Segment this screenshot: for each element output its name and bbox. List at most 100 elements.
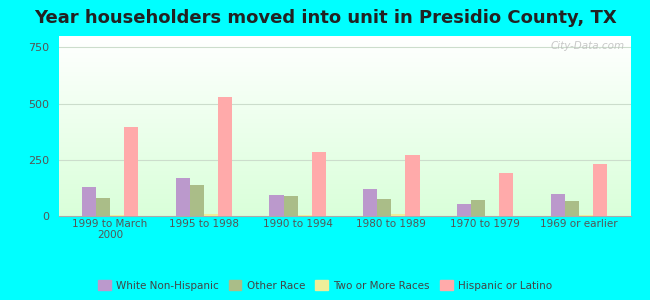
Bar: [190, 184, 204, 216]
Bar: [58, 150, 630, 151]
Bar: [391, 214, 406, 216]
Bar: [58, 181, 630, 182]
Text: City-Data.com: City-Data.com: [551, 41, 625, 51]
Bar: [58, 65, 630, 66]
Bar: [58, 146, 630, 147]
Bar: [58, 101, 630, 102]
Bar: [58, 92, 630, 93]
Bar: [58, 56, 630, 57]
Bar: [58, 102, 630, 103]
Bar: [58, 157, 630, 158]
Bar: [58, 204, 630, 205]
Bar: [58, 94, 630, 95]
Bar: [579, 215, 593, 216]
Bar: [58, 131, 630, 132]
Bar: [312, 152, 326, 216]
Bar: [58, 62, 630, 63]
Bar: [58, 151, 630, 152]
Bar: [58, 212, 630, 213]
Bar: [58, 187, 630, 188]
Bar: [58, 58, 630, 59]
Bar: [377, 199, 391, 216]
Bar: [58, 202, 630, 203]
Bar: [58, 132, 630, 133]
Bar: [58, 124, 630, 125]
Bar: [58, 208, 630, 209]
Bar: [58, 52, 630, 53]
Bar: [58, 96, 630, 97]
Bar: [58, 91, 630, 92]
Bar: [58, 100, 630, 101]
Bar: [58, 111, 630, 112]
Bar: [124, 127, 138, 216]
Bar: [58, 185, 630, 186]
Bar: [58, 104, 630, 105]
Bar: [58, 144, 630, 145]
Bar: [58, 77, 630, 78]
Bar: [58, 89, 630, 90]
Bar: [58, 203, 630, 204]
Bar: [58, 86, 630, 87]
Bar: [283, 196, 298, 216]
Bar: [58, 38, 630, 39]
Bar: [58, 69, 630, 70]
Bar: [58, 200, 630, 201]
Bar: [58, 51, 630, 52]
Bar: [58, 189, 630, 190]
Bar: [58, 36, 630, 37]
Bar: [58, 154, 630, 155]
Bar: [58, 57, 630, 58]
Bar: [58, 194, 630, 195]
Bar: [58, 197, 630, 198]
Bar: [58, 201, 630, 202]
Bar: [58, 156, 630, 157]
Bar: [58, 47, 630, 48]
Bar: [58, 105, 630, 106]
Bar: [58, 196, 630, 197]
Bar: [58, 163, 630, 164]
Bar: [58, 109, 630, 110]
Bar: [58, 66, 630, 67]
Bar: [58, 141, 630, 142]
Text: Year householders moved into unit in Presidio County, TX: Year householders moved into unit in Pre…: [34, 9, 616, 27]
Bar: [58, 120, 630, 121]
Bar: [58, 159, 630, 160]
Bar: [58, 188, 630, 189]
Bar: [58, 192, 630, 193]
Bar: [58, 125, 630, 126]
Bar: [58, 45, 630, 46]
Bar: [58, 177, 630, 178]
Bar: [58, 40, 630, 41]
Bar: [58, 78, 630, 79]
Bar: [58, 93, 630, 94]
Bar: [298, 215, 312, 216]
Bar: [96, 198, 110, 216]
Bar: [58, 173, 630, 174]
Bar: [58, 90, 630, 91]
Bar: [58, 37, 630, 38]
Bar: [58, 70, 630, 71]
Bar: [58, 103, 630, 104]
Bar: [58, 85, 630, 86]
Bar: [82, 187, 96, 216]
Bar: [58, 67, 630, 68]
Bar: [58, 215, 630, 216]
Bar: [58, 209, 630, 210]
Bar: [58, 129, 630, 130]
Bar: [58, 76, 630, 77]
Bar: [58, 182, 630, 183]
Bar: [58, 87, 630, 88]
Bar: [58, 137, 630, 138]
Bar: [58, 126, 630, 127]
Bar: [58, 49, 630, 50]
Bar: [58, 211, 630, 212]
Bar: [565, 201, 579, 216]
Bar: [406, 155, 419, 216]
Bar: [58, 165, 630, 166]
Bar: [58, 172, 630, 173]
Bar: [58, 160, 630, 161]
Bar: [58, 171, 630, 172]
Bar: [58, 127, 630, 128]
Bar: [58, 162, 630, 163]
Bar: [58, 39, 630, 40]
